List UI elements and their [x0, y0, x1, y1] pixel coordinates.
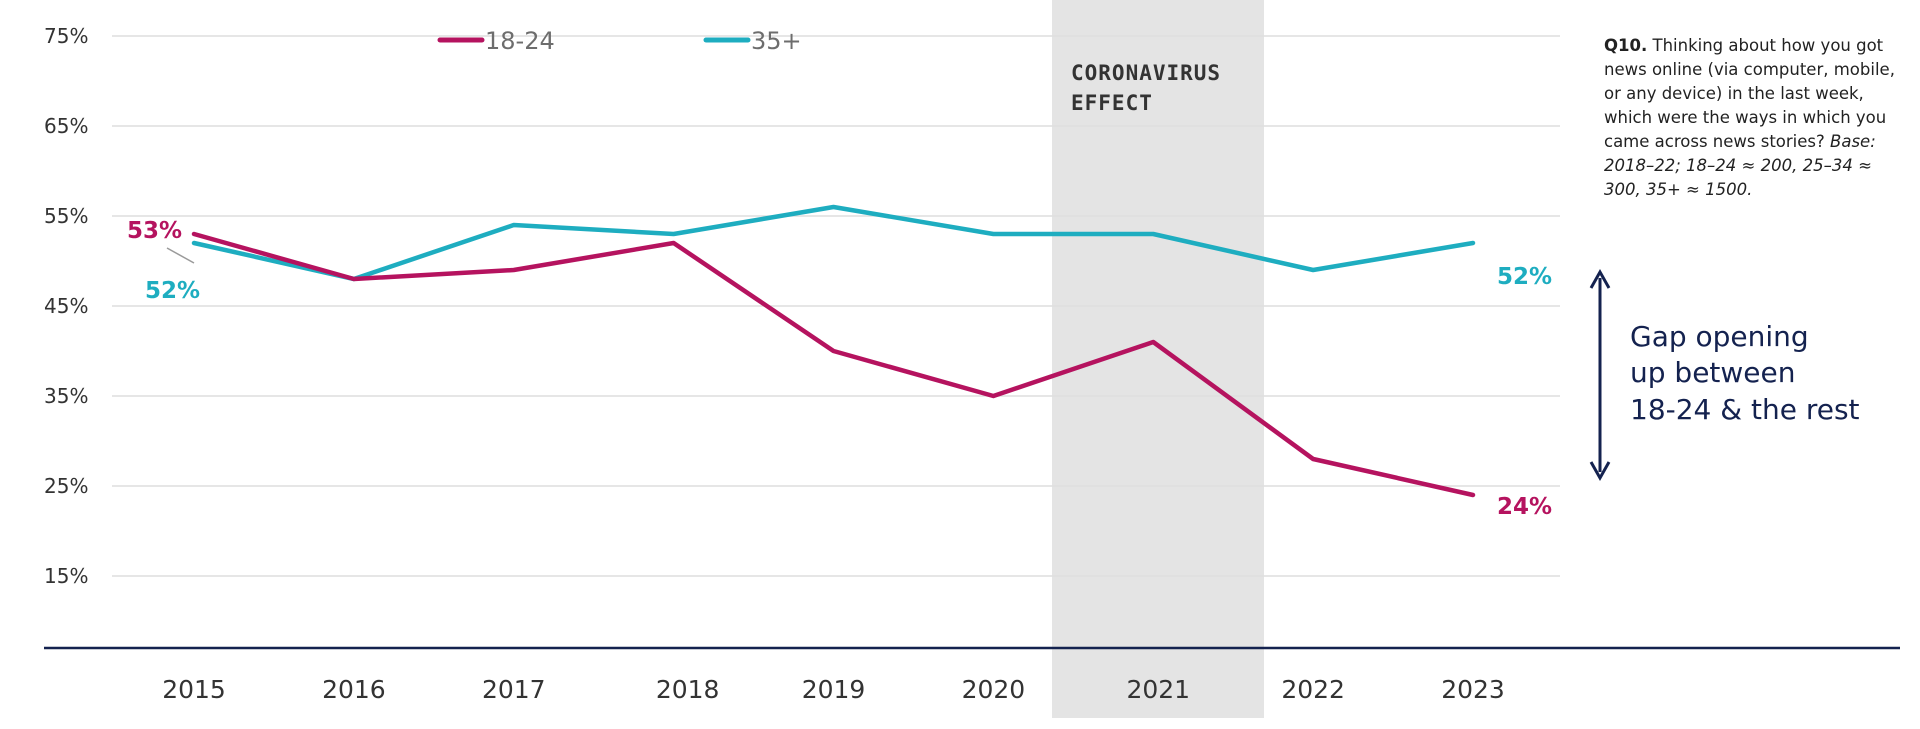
- y-tick-label: 45%: [44, 294, 88, 318]
- shaded-period-2021: [1052, 0, 1264, 718]
- x-axis-ticks: 2015 2016 2017 2018 2019 2020 2021 2022 2023: [162, 675, 1505, 704]
- question-base: Base: 2018–22; 18–24 ≈ 200, 25–34 ≈ 300,…: [1604, 132, 1876, 199]
- x-tick-label: 2021: [1126, 675, 1190, 704]
- end-label-18-24: 24%: [1497, 494, 1552, 520]
- y-tick-label: 35%: [44, 384, 88, 408]
- y-tick-label: 55%: [44, 204, 88, 228]
- question-text: Thinking about how you got news online (…: [1604, 36, 1895, 151]
- x-tick-label: 2019: [802, 675, 866, 704]
- gap-annotation-line2: up between: [1630, 356, 1796, 389]
- gap-arrow-icon: [1589, 268, 1611, 482]
- x-tick-label: 2018: [656, 675, 720, 704]
- y-axis-ticks: 75% 65% 55% 45% 35% 25% 15%: [44, 24, 88, 588]
- question-number: Q10.: [1604, 36, 1648, 55]
- start-label-leader: [166, 247, 195, 264]
- y-tick-label: 75%: [44, 24, 88, 48]
- gap-annotation-line1: Gap opening: [1630, 320, 1809, 353]
- legend-label-18-24: 18-24: [485, 27, 555, 55]
- x-tick-label: 2017: [482, 675, 546, 704]
- x-tick-label: 2023: [1441, 675, 1505, 704]
- shaded-label-line1: CORONAVIRUS: [1071, 61, 1221, 85]
- y-tick-label: 25%: [44, 474, 88, 498]
- y-tick-label: 15%: [44, 564, 88, 588]
- shaded-label-line2: EFFECT: [1071, 91, 1153, 115]
- gridlines: [112, 35, 1560, 577]
- x-tick-label: 2020: [962, 675, 1026, 704]
- series-line-35-plus: [191, 204, 1476, 282]
- series-line-18-24: [191, 231, 1476, 498]
- start-label-35-plus: 52%: [145, 278, 200, 304]
- x-tick-label: 2016: [322, 675, 386, 704]
- start-label-18-24: 53%: [127, 218, 182, 244]
- gap-annotation-line3: 18-24 & the rest: [1630, 393, 1860, 426]
- series-lines: [191, 204, 1476, 498]
- y-tick-label: 65%: [44, 114, 88, 138]
- end-label-35-plus: 52%: [1497, 264, 1552, 290]
- x-tick-label: 2015: [162, 675, 226, 704]
- legend-label-35-plus: 35+: [751, 27, 802, 55]
- x-tick-label: 2022: [1281, 675, 1345, 704]
- question-note: Q10. Thinking about how you got news onl…: [1604, 34, 1904, 202]
